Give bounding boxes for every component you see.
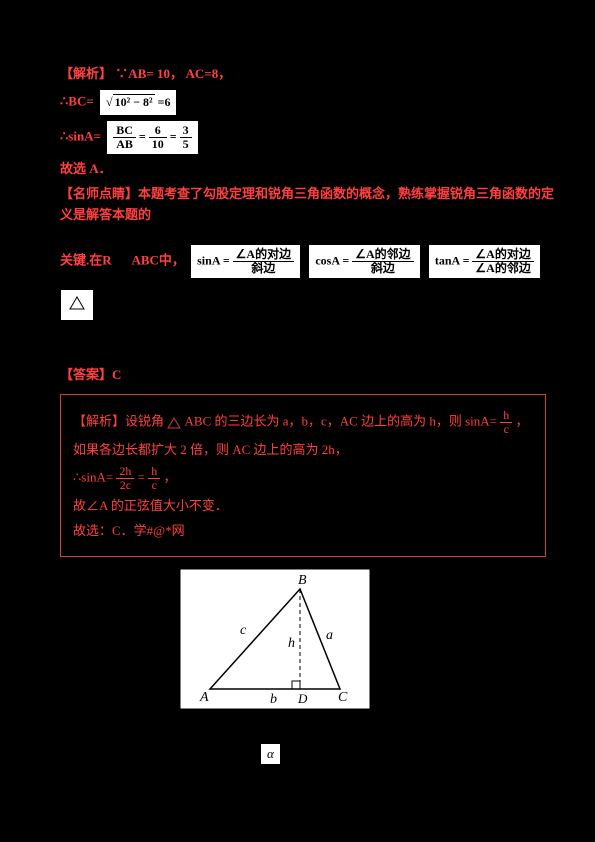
given-text: ∵AB= 10， AC=8， [115,66,231,81]
sina-box: BC AB = 6 10 = 3 5 [106,120,198,155]
sqrt-result: =6 [158,95,171,109]
label-b: b [270,692,277,707]
alpha-box: α [260,743,281,765]
tan-frac: ∠A的对边 ∠A的邻边 [472,248,533,275]
answer-value: C [112,367,121,382]
triangle-figure: B A C D c a b h [180,569,380,713]
frac-2h-2c: 2h 2c [116,465,134,492]
answer-line: 【答案】C [60,365,560,386]
proof-line-1: 【解析】设锐角 ABC 的三边长为 a，b，c，AC 边上的高为 h，则 sin… [73,409,533,436]
tan-formula-box: tanA = ∠A的对边 ∠A的邻边 [428,244,541,279]
analysis-line: 【解析】 ∵AB= 10， AC=8， [60,64,560,85]
cos-frac: ∠A的邻边 斜边 [352,248,413,275]
cos-formula-box: cosA = ∠A的邻边 斜边 [308,244,420,279]
hint-line: 【名师点睛】本题考查了勾股定理和锐角三角函数的概念，熟练掌握锐角三角函数的定义是… [60,184,560,226]
frac-h-c: h c [500,409,512,436]
sin-formula-box: sinA = ∠A的对边 斜边 [190,244,301,279]
key-prefix: 关键.在R [60,252,112,267]
formula-row: 关键.在R ABC中， sinA = ∠A的对边 斜边 cosA = ∠A的邻边… [60,244,560,279]
frac-6-10: 6 10 [149,124,167,151]
label-C: C [338,690,348,705]
label-A: A [199,690,209,705]
abc-text: ABC中， [131,252,184,267]
frac-3-5: 3 5 [180,124,192,151]
proof-line-4: 故∠A 的正弦值大小不变． [73,496,533,517]
proof-line-2: 如果各边长都扩大 2 倍，则 AC 边上的高为 2h， [73,440,533,461]
triangle-icon-3 [167,417,181,429]
frac-bc-ab: BC AB [113,124,136,151]
sina-calc: ∴sinA= BC AB = 6 10 = 3 5 [60,120,560,155]
triangle-icon-2 [69,296,85,310]
label-h: h [288,636,295,651]
sin-frac: ∠A的对边 斜边 [233,248,294,275]
hint-label: 【名师点睛】 [60,186,138,201]
radicand: 10² − 8² [113,94,155,109]
triangle-icon [115,255,129,267]
answer-label: 【答案】 [60,367,112,382]
label-a: a [326,628,333,643]
page-content: 【解析】 ∵AB= 10， AC=8， ∴BC= √10² − 8² =6 ∴s… [60,60,560,765]
frac-h-c-2: h c [148,465,160,492]
bc-calc: ∴BC= √10² − 8² =6 [60,89,560,116]
triangle-svg: B A C D c a b h [180,569,370,709]
spacer [60,321,560,361]
label-B: B [298,573,307,588]
conclusion-a: 故选 A． [60,159,560,180]
proof-box: 【解析】设锐角 ABC 的三边长为 a，b，c，AC 边上的高为 h，则 sin… [60,394,546,557]
proof-line-3: ∴sinA= 2h 2c = h c ， [73,465,533,492]
proof-line-5: 故选：C．学#@*网 [73,521,533,542]
sqrt-box: √10² − 8² =6 [99,89,177,116]
analysis-label: 【解析】 [60,66,112,81]
white-block [60,289,94,321]
sina-prefix: ∴sinA= [60,129,101,144]
label-c: c [240,623,247,638]
label-D: D [297,691,308,706]
bc-prefix: ∴BC= [60,93,94,108]
